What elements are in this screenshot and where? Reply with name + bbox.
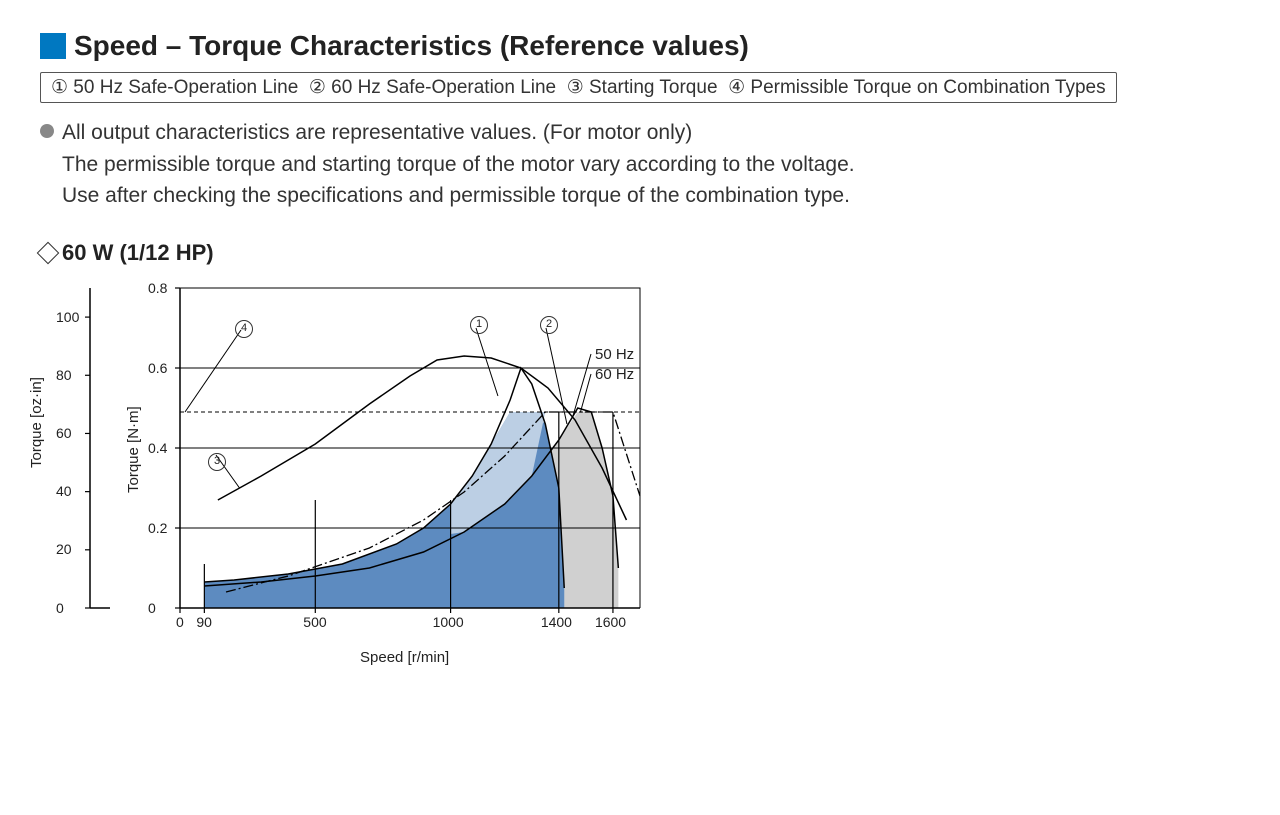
xtick-1400: 1400 [541, 614, 572, 630]
ytick-oz-60: 60 [56, 425, 72, 441]
description-text: All output characteristics are represent… [62, 117, 855, 212]
ytick-oz-0: 0 [56, 600, 64, 616]
y-axis-inner-label: Torque [N·m] [125, 406, 142, 493]
chart-subheading: 60 W (1/12 HP) [62, 240, 214, 266]
diamond-icon [37, 241, 60, 264]
x-axis-label: Speed [r/min] [360, 649, 449, 666]
title-marker-square [40, 33, 66, 59]
annotation-3: 3 [208, 453, 226, 471]
y-axis-outer-label: Torque [oz·in] [28, 377, 45, 468]
xtick-500: 500 [303, 614, 326, 630]
xtick-1000: 1000 [433, 614, 464, 630]
speed-torque-chart: Torque [oz·in] Torque [N·m] Speed [r/min… [40, 268, 660, 668]
legend-item-1: ① 50 Hz Safe-Operation Line [51, 77, 298, 98]
page-title: Speed – Torque Characteristics (Referenc… [74, 30, 749, 62]
label-50hz: 50 Hz [595, 346, 634, 363]
label-60hz: 60 Hz [595, 366, 634, 383]
legend-item-2: ② 60 Hz Safe-Operation Line [309, 77, 556, 98]
legend-box: ① 50 Hz Safe-Operation Line ② 60 Hz Safe… [40, 72, 1117, 103]
annotation-2: 2 [540, 316, 558, 334]
xtick-0: 0 [176, 614, 184, 630]
ytick-oz-100: 100 [56, 309, 79, 325]
ytick-oz-80: 80 [56, 367, 72, 383]
annotation-4: 4 [235, 320, 253, 338]
ytick-nm-0: 0 [148, 600, 156, 616]
ytick-nm-0.8: 0.8 [148, 280, 167, 296]
ytick-oz-20: 20 [56, 541, 72, 557]
desc-line-1: All output characteristics are represent… [62, 121, 692, 144]
ytick-nm-0.4: 0.4 [148, 440, 167, 456]
bullet-icon [40, 124, 54, 138]
ytick-oz-40: 40 [56, 483, 72, 499]
legend-item-3: ③ Starting Torque [567, 77, 718, 98]
xtick-1600: 1600 [595, 614, 626, 630]
ytick-nm-0.2: 0.2 [148, 520, 167, 536]
ytick-nm-0.6: 0.6 [148, 360, 167, 376]
desc-line-2: The permissible torque and starting torq… [62, 153, 855, 176]
desc-line-3: Use after checking the specifications an… [62, 184, 850, 207]
xtick-90: 90 [196, 614, 212, 630]
annotation-1: 1 [470, 316, 488, 334]
legend-item-4: ④ Permissible Torque on Combination Type… [728, 77, 1106, 98]
